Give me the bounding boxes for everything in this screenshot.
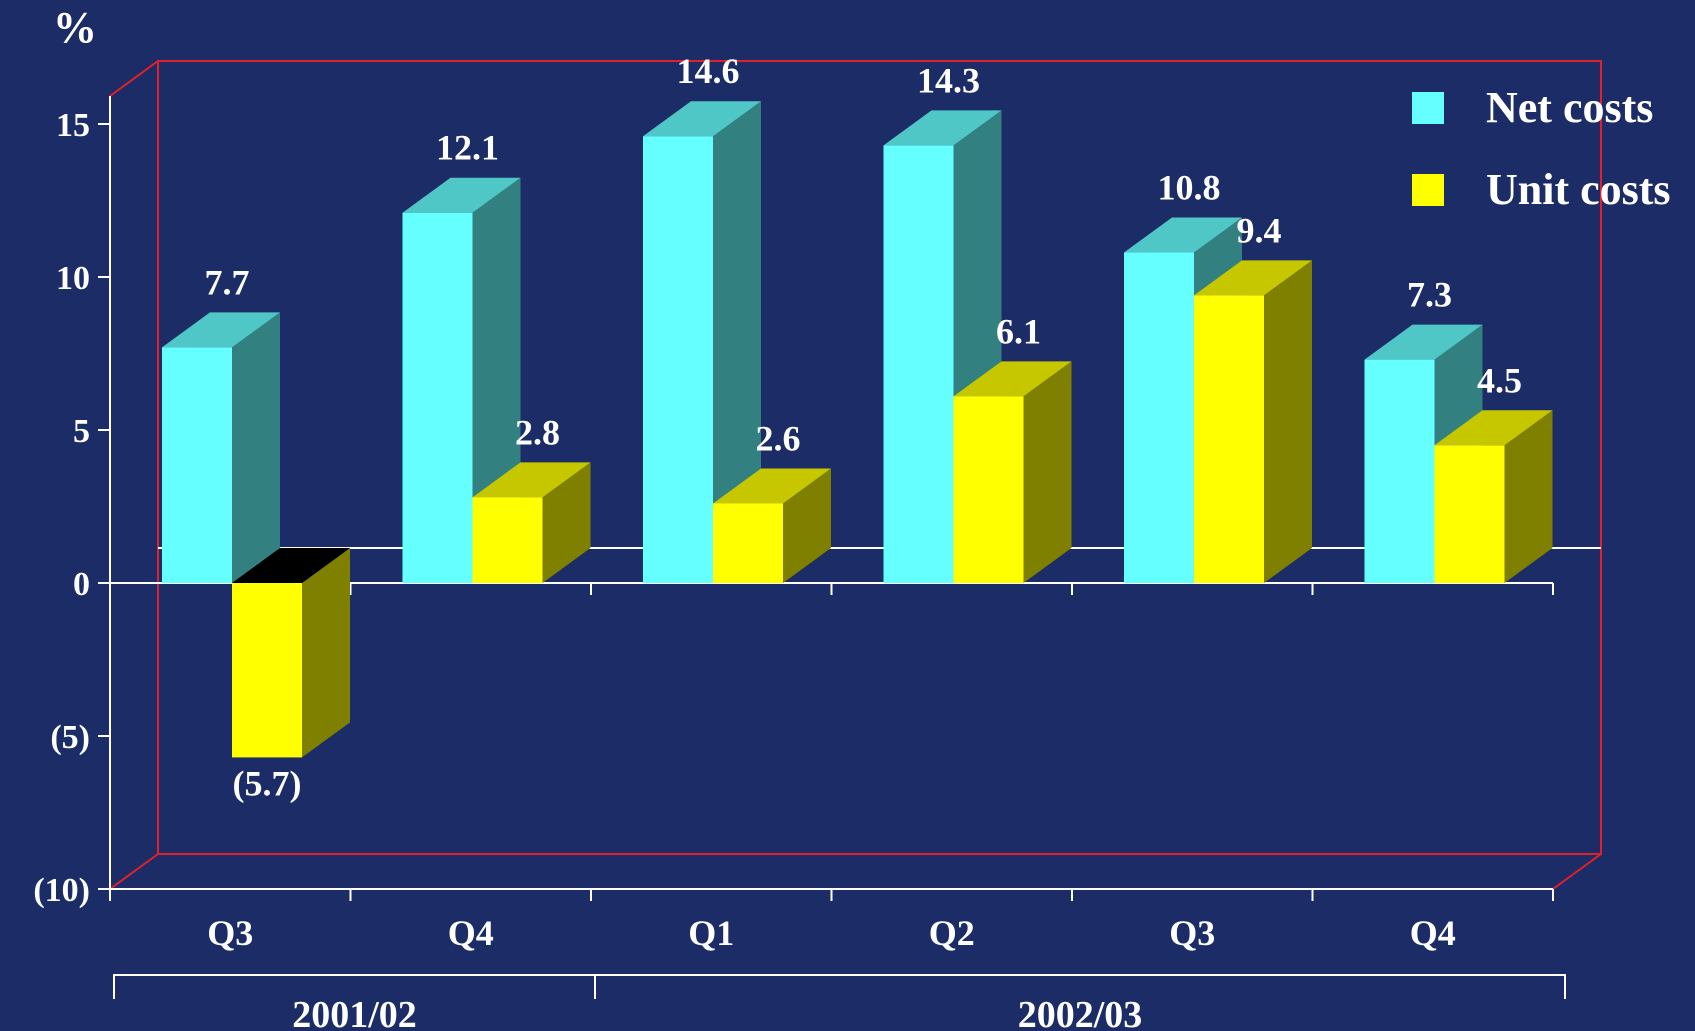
bar-unit-costs-side [1504,410,1553,583]
x-tick-label: Q1 [688,913,734,953]
group-label: 2001/02 [292,994,417,1031]
y-tick-label: (10) [33,872,90,909]
bar-net-costs [162,312,280,583]
bar-net-costs-side [713,101,761,584]
bar-net-costs-front [162,347,232,583]
frame-edge [109,853,159,890]
data-label: 14.6 [677,51,740,91]
data-label: 7.7 [205,262,250,302]
bar-unit-costs-front [1434,445,1505,583]
group-bracket [594,974,1566,999]
bar-unit-costs-side [302,548,350,758]
x-tick-label: Q4 [1410,913,1456,953]
bar-unit-costs-top [232,548,350,583]
bar-unit-costs [472,462,591,583]
bar-unit-costs-front [713,503,783,583]
bar-unit-costs-front [472,497,543,583]
bar-net-costs-front [402,212,473,584]
bar-net-costs-top [1124,217,1242,253]
y-tick-label: 5 [73,413,90,450]
bar-net-costs-top [402,177,521,213]
bar-net-costs-top [643,101,761,137]
y-tick-label: 0 [73,566,90,603]
data-label: 6.1 [996,311,1041,351]
bar-unit-costs [232,548,350,758]
bar-net-costs-front [883,145,954,584]
bar-unit-costs [713,468,831,583]
data-label: 2.8 [515,412,560,452]
data-label: 10.8 [1158,168,1221,208]
frame-edge [1552,853,1602,890]
back-wall-frame [157,60,1602,855]
legend-label: Unit costs [1486,165,1671,214]
bar-unit-costs-side [1264,260,1312,583]
x-tick-label: Q4 [448,913,494,953]
bar-unit-costs-front [232,583,302,758]
y-tick-label: 10 [56,260,90,297]
bar-unit-costs-side [1023,361,1072,583]
bar-net-costs-front [1364,359,1435,583]
frame-edge [109,60,159,97]
group-label: 2002/03 [1018,994,1143,1031]
bar-unit-costs [1434,410,1553,583]
data-label: 9.4 [1237,210,1282,250]
bar-unit-costs [1194,260,1312,583]
bar-net-costs-top [883,110,1002,146]
bar-net-costs-front [643,136,713,584]
y-tick-label: (5) [50,719,90,756]
bar-net-costs-top [162,312,280,348]
bar-unit-costs-top [1194,260,1312,296]
bar-net-costs-front [1124,252,1194,583]
unit-label: % [53,3,97,52]
y-tick-label: 15 [56,107,90,144]
data-label: 12.1 [436,128,499,168]
legend-swatch [1412,174,1444,206]
data-label: 7.3 [1407,275,1452,315]
bar-unit-costs-top [472,462,591,498]
x-tick-label: Q3 [1169,913,1215,953]
bar-unit-costs-top [713,468,831,504]
data-label: 4.5 [1477,360,1522,400]
bar-unit-costs-front [953,396,1024,583]
data-label: (5.7) [233,763,302,803]
x-tick-label: Q3 [207,913,253,953]
legend-swatch [1412,92,1444,124]
bar-unit-costs [953,361,1072,583]
bar-unit-costs-side [542,462,591,583]
bar-unit-costs-front [1194,295,1264,583]
bar-net-costs-top [1364,324,1483,360]
bar-unit-costs-top [953,361,1072,397]
legend-label: Net costs [1486,83,1653,132]
data-label: 14.3 [917,60,980,100]
bar-unit-costs-top [1434,410,1553,446]
bar-net-costs-side [232,312,280,583]
bar-net-costs [643,101,761,584]
x-tick-label: Q2 [929,913,975,953]
data-label: 2.6 [756,418,801,458]
bar-unit-costs-side [783,468,831,583]
